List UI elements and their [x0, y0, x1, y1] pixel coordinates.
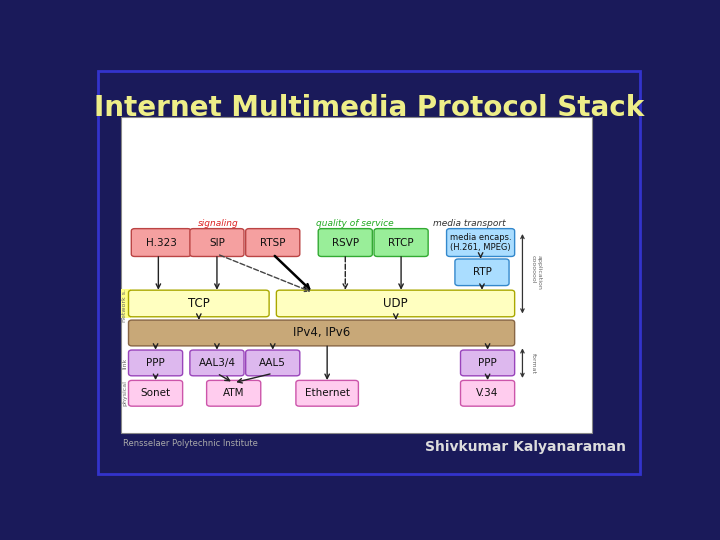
- Text: PPP: PPP: [146, 358, 165, 368]
- Text: RTSP: RTSP: [260, 238, 286, 247]
- FancyBboxPatch shape: [246, 350, 300, 376]
- Text: application
cooooool: application cooooool: [531, 255, 541, 290]
- Text: Ethernet: Ethernet: [305, 388, 350, 399]
- Text: Sonet: Sonet: [140, 388, 171, 399]
- FancyBboxPatch shape: [190, 350, 244, 376]
- FancyBboxPatch shape: [446, 228, 515, 256]
- FancyBboxPatch shape: [128, 290, 269, 317]
- Text: V.34: V.34: [477, 388, 499, 399]
- Text: network s.: network s.: [122, 289, 127, 322]
- FancyBboxPatch shape: [121, 117, 593, 433]
- FancyBboxPatch shape: [128, 350, 183, 376]
- FancyBboxPatch shape: [131, 228, 191, 256]
- Text: Rensselaer Polytechnic Institute: Rensselaer Polytechnic Institute: [123, 438, 258, 448]
- Text: UDP: UDP: [383, 297, 408, 310]
- Text: ATM: ATM: [223, 388, 244, 399]
- FancyBboxPatch shape: [461, 380, 515, 406]
- FancyBboxPatch shape: [121, 289, 131, 318]
- Text: media transport: media transport: [433, 219, 505, 228]
- Text: Internet Multimedia Protocol Stack: Internet Multimedia Protocol Stack: [94, 94, 644, 123]
- FancyBboxPatch shape: [455, 259, 509, 286]
- Text: link: link: [122, 357, 127, 369]
- FancyBboxPatch shape: [128, 320, 515, 346]
- Text: AAL3/4: AAL3/4: [199, 358, 235, 368]
- FancyBboxPatch shape: [276, 290, 515, 317]
- Text: PPP: PPP: [478, 358, 497, 368]
- Text: SIP: SIP: [209, 238, 225, 247]
- Text: AAL5: AAL5: [259, 358, 286, 368]
- Text: RSVP: RSVP: [332, 238, 359, 247]
- Text: Shivkumar Kalyanaraman: Shivkumar Kalyanaraman: [425, 440, 626, 454]
- FancyBboxPatch shape: [318, 228, 372, 256]
- Text: physical: physical: [122, 380, 127, 406]
- FancyBboxPatch shape: [128, 380, 183, 406]
- Text: IPv4, IPv6: IPv4, IPv6: [293, 327, 350, 340]
- Text: quality of service: quality of service: [316, 219, 394, 228]
- Text: format: format: [531, 353, 536, 374]
- FancyBboxPatch shape: [190, 228, 244, 256]
- FancyBboxPatch shape: [374, 228, 428, 256]
- Text: H.323: H.323: [145, 238, 176, 247]
- FancyBboxPatch shape: [246, 228, 300, 256]
- FancyBboxPatch shape: [296, 380, 359, 406]
- Text: TCP: TCP: [188, 297, 210, 310]
- Text: RTP: RTP: [472, 267, 492, 277]
- Text: signaling: signaling: [198, 219, 239, 228]
- FancyBboxPatch shape: [461, 350, 515, 376]
- FancyBboxPatch shape: [207, 380, 261, 406]
- Text: media encaps.
(H.261, MPEG): media encaps. (H.261, MPEG): [450, 233, 511, 252]
- Text: RTCP: RTCP: [388, 238, 414, 247]
